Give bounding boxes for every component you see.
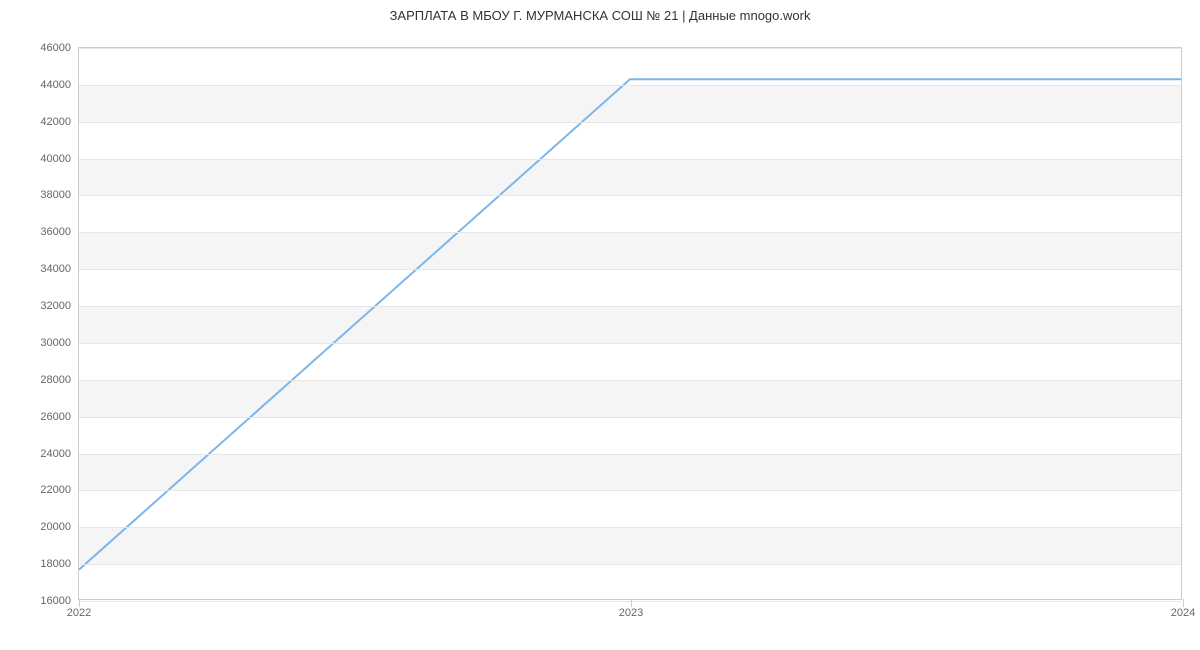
y-axis-label: 26000 [40, 411, 71, 423]
chart-line-layer [79, 48, 1181, 599]
series-line [79, 79, 1181, 569]
gridline [79, 380, 1181, 381]
salary-chart: ЗАРПЛАТА В МБОУ Г. МУРМАНСКА СОШ № 21 | … [0, 0, 1200, 650]
gridline [79, 564, 1181, 565]
gridline [79, 48, 1181, 49]
gridline [79, 195, 1181, 196]
gridline [79, 232, 1181, 233]
x-tick [1183, 599, 1184, 607]
x-tick [631, 599, 632, 607]
plot-area: 1600018000200002200024000260002800030000… [78, 47, 1182, 600]
x-tick [79, 599, 80, 607]
y-axis-label: 20000 [40, 521, 71, 533]
y-axis-label: 18000 [40, 558, 71, 570]
y-axis-label: 32000 [40, 300, 71, 312]
gridline [79, 527, 1181, 528]
x-axis-label: 2024 [1171, 607, 1195, 619]
y-axis-label: 22000 [40, 484, 71, 496]
y-axis-label: 24000 [40, 448, 71, 460]
chart-title: ЗАРПЛАТА В МБОУ Г. МУРМАНСКА СОШ № 21 | … [0, 8, 1200, 23]
gridline [79, 85, 1181, 86]
y-axis-label: 40000 [40, 153, 71, 165]
y-axis-label: 16000 [40, 595, 71, 607]
gridline [79, 343, 1181, 344]
gridline [79, 490, 1181, 491]
gridline [79, 454, 1181, 455]
y-axis-label: 28000 [40, 374, 71, 386]
gridline [79, 159, 1181, 160]
y-axis-label: 36000 [40, 226, 71, 238]
gridline [79, 269, 1181, 270]
y-axis-label: 34000 [40, 263, 71, 275]
x-axis-label: 2023 [619, 607, 643, 619]
gridline [79, 417, 1181, 418]
y-axis-label: 44000 [40, 79, 71, 91]
gridline [79, 601, 1181, 602]
y-axis-label: 46000 [40, 42, 71, 54]
y-axis-label: 38000 [40, 189, 71, 201]
y-axis-label: 42000 [40, 116, 71, 128]
gridline [79, 306, 1181, 307]
gridline [79, 122, 1181, 123]
x-axis-label: 2022 [67, 607, 91, 619]
y-axis-label: 30000 [40, 337, 71, 349]
